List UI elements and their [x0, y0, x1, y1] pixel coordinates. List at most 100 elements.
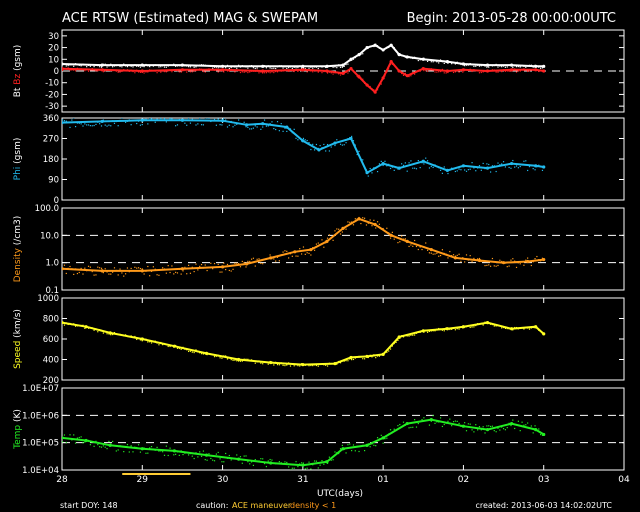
speed-noise-dot — [150, 342, 153, 344]
speed-noise-dot — [175, 344, 177, 347]
speed-noise-dot — [67, 323, 69, 326]
mag-noise-dot — [378, 47, 381, 49]
temp-noise-dot — [112, 440, 114, 443]
temp-noise-dot — [410, 426, 412, 429]
temp-noise-dot — [262, 458, 264, 460]
phi-noise-dot — [226, 126, 229, 128]
temp-noise-dot — [175, 453, 177, 455]
speed-noise-dot — [512, 329, 514, 331]
phi-noise-dot — [375, 167, 377, 169]
phi-noise-dot — [163, 118, 166, 120]
density-frame — [61, 207, 625, 291]
mag-noise-dot — [334, 72, 336, 74]
temp-ylabel: Temp (K) — [13, 409, 23, 450]
temp-noise-dot — [289, 469, 292, 470]
phi-noise-dot — [304, 139, 306, 141]
speed-noise-dot — [428, 330, 431, 333]
speed-noise-dot — [515, 326, 518, 329]
mag-noise-dot — [171, 71, 173, 73]
phi-noise-dot — [336, 139, 338, 141]
speed-noise-dot — [97, 331, 99, 333]
phi-noise-dot — [523, 160, 525, 162]
mag-point-bz — [357, 75, 361, 79]
density-noise-dot — [541, 257, 544, 259]
mag-noise-dot — [162, 70, 164, 72]
phi-noise-dot — [267, 125, 269, 127]
speed-noise-dot — [113, 331, 116, 334]
phi-noise-dot — [275, 128, 277, 131]
phi-noise-dot — [228, 124, 230, 126]
temp-noise-dot — [267, 460, 269, 462]
speed-noise-dot — [426, 331, 429, 333]
phi-noise-dot — [280, 123, 282, 125]
mag-noise-dot — [149, 66, 151, 68]
density-noise-dot — [439, 254, 442, 257]
temp-noise-dot — [363, 450, 366, 452]
temp-noise-dot — [347, 444, 349, 446]
temp-point-temp — [381, 436, 385, 440]
temp-noise-dot — [239, 456, 242, 458]
density-ylabel-unit: (/cm3) — [13, 216, 23, 248]
density-noise-dot — [238, 263, 240, 265]
phi-noise-dot — [232, 126, 234, 128]
phi-noise-dot — [249, 128, 251, 130]
temp-noise-dot — [136, 446, 138, 449]
mag-noise-dot — [213, 66, 216, 68]
mag-noise-dot — [141, 63, 143, 65]
mag-noise-dot — [258, 72, 260, 74]
density-noise-dot — [428, 252, 431, 254]
density-noise-dot — [241, 260, 243, 263]
mag-noise-dot — [443, 62, 445, 64]
temp-point-temp — [429, 417, 433, 422]
speed-noise-dot — [191, 351, 193, 353]
speed-point-speed — [237, 357, 241, 362]
density-noise-dot — [325, 242, 327, 244]
density-noise-dot — [162, 267, 164, 269]
mag-point-bt — [220, 64, 225, 68]
phi-noise-dot — [137, 120, 140, 122]
mag-noise-dot — [484, 65, 486, 67]
density-noise-dot — [475, 259, 477, 261]
mag-noise-dot — [356, 75, 358, 77]
temp-noise-dot — [358, 450, 360, 453]
speed-noise-dot — [376, 355, 379, 357]
mag-noise-dot — [528, 64, 531, 66]
temp-noise-dot — [360, 445, 362, 448]
speed-noise-dot — [345, 360, 347, 362]
speed-noise-dot — [434, 330, 436, 332]
temp-noise-dot — [84, 441, 86, 443]
mag-noise-dot — [143, 72, 145, 74]
temp-noise-dot — [91, 440, 93, 443]
speed-noise-dot — [76, 325, 79, 327]
density-noise-dot — [425, 242, 427, 244]
density-noise-dot — [169, 271, 171, 274]
speed-noise-dot — [145, 338, 147, 340]
phi-noise-dot — [540, 166, 542, 168]
phi-point-phi — [445, 168, 449, 172]
phi-noise-dot — [438, 167, 440, 169]
phi-noise-dot — [345, 142, 347, 144]
phi-noise-dot — [430, 165, 432, 168]
temp-noise-dot — [171, 450, 173, 452]
mag-noise-dot — [104, 63, 106, 65]
speed-noise-dot — [334, 363, 336, 365]
mag-noise-dot — [263, 65, 266, 67]
mag-noise-dot — [230, 66, 232, 68]
mag-noise-dot — [78, 68, 80, 70]
phi-noise-dot — [414, 167, 416, 169]
temp-noise-dot — [426, 419, 429, 421]
mag-noise-dot — [273, 67, 275, 69]
mag-noise-dot — [534, 68, 536, 70]
mag-noise-dot — [306, 65, 308, 68]
phi-noise-dot — [469, 168, 471, 170]
temp-noise-dot — [299, 463, 301, 465]
temp-noise-dot — [113, 445, 116, 447]
mag-noise-dot — [206, 65, 208, 67]
speed-noise-dot — [171, 345, 173, 347]
phi-noise-dot — [186, 124, 188, 126]
temp-noise-dot — [354, 450, 356, 452]
phi-noise-dot — [282, 130, 284, 132]
speed-noise-dot — [308, 365, 310, 367]
caution-density: density < 1 — [290, 501, 336, 510]
speed-noise-dot — [351, 359, 353, 361]
